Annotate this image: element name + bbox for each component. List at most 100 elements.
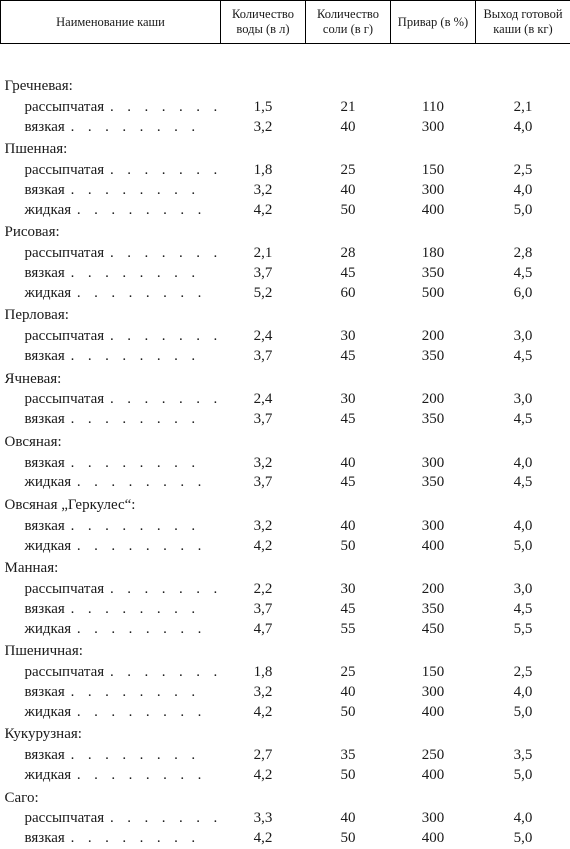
cell-salt: 45	[306, 263, 391, 283]
cell-yield: 5,0	[476, 200, 570, 220]
cell-salt: 50	[306, 765, 391, 785]
group-title: Гречневая:	[1, 73, 221, 97]
row-label-text: жидкая	[25, 538, 72, 554]
cell-privar: 200	[391, 326, 476, 346]
cell-privar: 110	[391, 97, 476, 117]
group-title: Перловая:	[1, 302, 221, 326]
cell-yield: 5,5	[476, 619, 570, 639]
group-row: Кукурузная:	[1, 721, 570, 745]
cell-privar: 180	[391, 243, 476, 263]
cell-salt: 30	[306, 579, 391, 599]
dot-leader: . . . . . . . .	[71, 285, 203, 301]
col-name-header: Наименование каши	[1, 1, 221, 44]
cell-salt: 40	[306, 453, 391, 473]
dot-leader: . . . . . . . .	[65, 348, 197, 364]
table-row: вязкая . . . . . . . .3,2403004,0	[1, 516, 570, 536]
cell-yield: 4,0	[476, 682, 570, 702]
group-title: Ячневая:	[1, 366, 221, 390]
cell-water: 3,7	[221, 472, 306, 492]
cell-water: 3,7	[221, 346, 306, 366]
row-label-text: вязкая	[25, 182, 65, 198]
cell-water: 4,2	[221, 536, 306, 556]
cell-water: 4,2	[221, 765, 306, 785]
row-label: жидкая . . . . . . . .	[1, 619, 221, 639]
row-label: вязкая . . . . . . . .	[1, 453, 221, 473]
group-title: Рисовая:	[1, 219, 221, 243]
group-title: Пшенная:	[1, 136, 221, 160]
cell-privar: 400	[391, 765, 476, 785]
row-label-text: рассыпчатая	[25, 664, 105, 680]
cell-salt: 50	[306, 536, 391, 556]
cell-water: 5,2	[221, 283, 306, 303]
row-label: вязкая . . . . . . . .	[1, 599, 221, 619]
dot-leader: . . . . . . . .	[65, 455, 197, 471]
row-label-text: рассыпчатая	[25, 245, 105, 261]
group-title: Манная:	[1, 555, 221, 579]
table-row: жидкая . . . . . . . .4,2504005,0	[1, 536, 570, 556]
cell-privar: 150	[391, 662, 476, 682]
table-row: жидкая . . . . . . . .4,2504005,0	[1, 702, 570, 722]
cell-salt: 55	[306, 619, 391, 639]
row-label: вязкая . . . . . . . .	[1, 745, 221, 765]
group-row: Овсяная:	[1, 429, 570, 453]
cell-yield: 3,5	[476, 745, 570, 765]
dot-leader: . . . . . . . .	[65, 119, 197, 135]
cell-water: 2,7	[221, 745, 306, 765]
cell-privar: 300	[391, 180, 476, 200]
row-label-text: жидкая	[25, 767, 72, 783]
group-row: Перловая:	[1, 302, 570, 326]
row-label: рассыпчатая . . . . . . . .	[1, 160, 221, 180]
col-yield-header: Выход готовой каши (в кг)	[476, 1, 570, 44]
cell-salt: 35	[306, 745, 391, 765]
row-label-text: рассыпчатая	[25, 391, 105, 407]
row-label: жидкая . . . . . . . .	[1, 536, 221, 556]
row-label: жидкая . . . . . . . .	[1, 472, 221, 492]
cell-water: 2,1	[221, 243, 306, 263]
row-label-text: вязкая	[25, 411, 65, 427]
cell-privar: 450	[391, 619, 476, 639]
cell-water: 3,7	[221, 263, 306, 283]
table-row: вязкая . . . . . . . .3,7453504,5	[1, 263, 570, 283]
table-row: вязкая . . . . . . . .3,2403004,0	[1, 180, 570, 200]
cell-privar: 300	[391, 808, 476, 828]
table-row: рассыпчатая . . . . . . . .2,2302003,0	[1, 579, 570, 599]
cell-privar: 350	[391, 472, 476, 492]
porridge-table: Наименование каши Количество воды (в л) …	[0, 0, 570, 848]
row-label: рассыпчатая . . . . . . . .	[1, 243, 221, 263]
row-label-text: вязкая	[25, 265, 65, 281]
cell-yield: 2,8	[476, 243, 570, 263]
table-row: вязкая . . . . . . . .3,7453504,5	[1, 346, 570, 366]
cell-water: 4,2	[221, 702, 306, 722]
row-label-text: вязкая	[25, 348, 65, 364]
dot-leader: . . . . . . . .	[71, 538, 203, 554]
group-title: Овсяная:	[1, 429, 221, 453]
cell-privar: 300	[391, 453, 476, 473]
group-row: Манная:	[1, 555, 570, 579]
row-label: рассыпчатая . . . . . . . .	[1, 97, 221, 117]
row-label: рассыпчатая . . . . . . . .	[1, 579, 221, 599]
cell-yield: 2,1	[476, 97, 570, 117]
cell-salt: 30	[306, 389, 391, 409]
cell-privar: 350	[391, 346, 476, 366]
cell-privar: 400	[391, 200, 476, 220]
cell-yield: 3,0	[476, 389, 570, 409]
cell-salt: 50	[306, 702, 391, 722]
cell-privar: 400	[391, 536, 476, 556]
table-row: рассыпчатая . . . . . . . .2,4302003,0	[1, 389, 570, 409]
table-row: рассыпчатая . . . . . . . .2,1281802,8	[1, 243, 570, 263]
dot-leader: . . . . . . . .	[71, 704, 203, 720]
dot-leader: . . . . . . . .	[65, 684, 197, 700]
row-label-text: рассыпчатая	[25, 581, 105, 597]
cell-water: 3,2	[221, 117, 306, 137]
cell-water: 2,4	[221, 326, 306, 346]
cell-yield: 3,0	[476, 579, 570, 599]
table-row: вязкая . . . . . . . .4,2504005,0	[1, 828, 570, 848]
row-label-text: жидкая	[25, 621, 72, 637]
cell-privar: 250	[391, 745, 476, 765]
dot-leader: . . . . . . . .	[65, 182, 197, 198]
cell-salt: 45	[306, 346, 391, 366]
col-salt-header: Количество соли (в г)	[306, 1, 391, 44]
cell-yield: 4,5	[476, 263, 570, 283]
table-row: жидкая . . . . . . . .4,7554505,5	[1, 619, 570, 639]
cell-privar: 300	[391, 516, 476, 536]
